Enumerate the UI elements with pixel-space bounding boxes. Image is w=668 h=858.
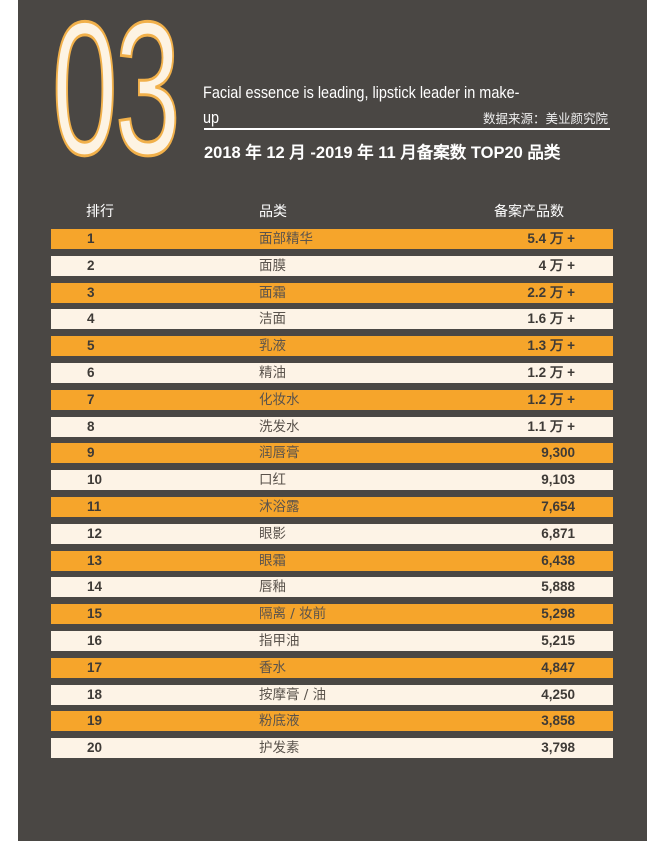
- column-header-category: 品类: [259, 204, 287, 220]
- table-row: 7 化妆水 1.2 万 +: [51, 389, 613, 410]
- rank-cell: 1: [87, 231, 95, 246]
- rank-cell: 8: [87, 418, 95, 434]
- count-cell: 2.2 万 +: [527, 284, 575, 300]
- count-cell: 9,300: [541, 445, 575, 461]
- count-cell: 6,438: [541, 552, 575, 568]
- rank-cell: 17: [87, 659, 103, 675]
- table-row: 10 口红 9,103: [51, 470, 613, 491]
- data-source: 数据来源：美业颜究院: [482, 111, 608, 126]
- count-cell: 1.1 万 +: [527, 418, 575, 434]
- count-cell: 5,215: [541, 633, 575, 648]
- rank-cell: 16: [87, 633, 103, 648]
- category-cell: 精油: [259, 365, 286, 381]
- rank-cell: 11: [87, 499, 102, 514]
- table-row: 12 眼影 6,871: [51, 523, 613, 544]
- category-cell: 眼影: [259, 525, 286, 542]
- rank-cell: 19: [87, 713, 103, 729]
- category-cell: 按摩膏 / 油: [259, 686, 327, 703]
- count-cell: 7,654: [541, 499, 575, 514]
- category-cell: 指甲油: [259, 633, 300, 649]
- page-title: 2018 年 12 月 -2019 年 11 月备案数 TOP20 品类: [204, 144, 561, 162]
- table-row: 1 面部精华 5.4 万 +: [51, 229, 613, 249]
- column-header-count: 备案产品数: [494, 204, 564, 220]
- category-cell: 润唇膏: [259, 445, 300, 462]
- rank-cell: 6: [87, 365, 95, 380]
- count-cell: 5.4 万 +: [527, 231, 575, 246]
- rank-cell: 18: [87, 686, 103, 702]
- category-cell: 眼霜: [259, 552, 286, 569]
- category-cell: 乳液: [259, 338, 286, 355]
- rank-cell: 14: [87, 579, 103, 595]
- table-row: 13 眼霜 6,438: [51, 550, 613, 571]
- table-row: 15 隔离 / 妆前 5,298: [51, 604, 613, 625]
- table-row: 14 唇釉 5,888: [51, 577, 613, 598]
- table-row: 19 粉底液 3,858: [51, 711, 613, 732]
- table-row: 3 面霜 2.2 万 +: [51, 282, 613, 303]
- rank-cell: 13: [87, 552, 103, 568]
- count-cell: 6,871: [541, 525, 575, 541]
- table-row: 9 润唇膏 9,300: [51, 443, 613, 464]
- rank-cell: 10: [87, 472, 103, 488]
- count-cell: 5,298: [541, 606, 575, 622]
- table-row: 2 面膜 4 万 +: [51, 255, 613, 276]
- count-cell: 4,250: [541, 686, 575, 702]
- rank-cell: 9: [87, 445, 95, 461]
- category-cell: 面霜: [259, 284, 286, 301]
- category-cell: 洁面: [259, 311, 286, 328]
- rank-cell: 5: [87, 338, 95, 354]
- rank-cell: 7: [87, 391, 95, 407]
- category-cell: 隔离 / 妆前: [259, 606, 327, 623]
- table-row: 16 指甲油 5,215: [51, 631, 613, 651]
- count-cell: 9,103: [541, 472, 575, 488]
- category-cell: 洗发水: [259, 418, 300, 435]
- category-cell: 香水: [259, 659, 286, 676]
- rank-cell: 15: [87, 606, 103, 622]
- count-cell: 1.6 万 +: [527, 311, 575, 327]
- category-cell: 化妆水: [259, 391, 300, 408]
- table-row: 18 按摩膏 / 油 4,250: [51, 684, 613, 705]
- rank-cell: 20: [87, 740, 103, 756]
- category-cell: 唇釉: [259, 579, 286, 596]
- table-row: 5 乳液 1.3 万 +: [51, 336, 613, 357]
- count-cell: 3,858: [541, 713, 575, 729]
- table-row: 6 精油 1.2 万 +: [51, 363, 613, 383]
- category-cell: 沐浴露: [259, 499, 300, 515]
- count-cell: 3,798: [541, 740, 575, 756]
- subtitle: Facial essence is leading, lipstick lead…: [203, 83, 520, 127]
- table-row: 17 香水 4,847: [51, 657, 613, 678]
- count-cell: 4,847: [541, 659, 575, 675]
- table-row: 8 洗发水 1.1 万 +: [51, 416, 613, 437]
- count-cell: 4 万 +: [538, 257, 575, 273]
- rank-cell: 12: [87, 525, 103, 541]
- count-cell: 5,888: [541, 579, 575, 595]
- category-cell: 面膜: [259, 257, 286, 274]
- count-cell: 1.3 万 +: [527, 338, 575, 354]
- rank-cell: 3: [87, 284, 95, 300]
- count-cell: 1.2 万 +: [527, 365, 575, 380]
- count-cell: 1.2 万 +: [527, 391, 575, 407]
- table-row: 4 洁面 1.6 万 +: [51, 309, 613, 330]
- table-row: 20 护发素 3,798: [51, 738, 613, 759]
- table-row: 11 沐浴露 7,654: [51, 497, 613, 517]
- category-cell: 护发素: [259, 740, 300, 757]
- rank-cell: 4: [87, 311, 95, 327]
- rank-cell: 2: [87, 257, 95, 273]
- divider: [204, 128, 610, 130]
- category-cell: 口红: [259, 472, 286, 489]
- category-cell: 粉底液: [259, 713, 300, 730]
- category-cell: 面部精华: [259, 231, 313, 247]
- column-header-rank: 排行: [86, 204, 114, 220]
- section-number: 03: [51, 0, 181, 195]
